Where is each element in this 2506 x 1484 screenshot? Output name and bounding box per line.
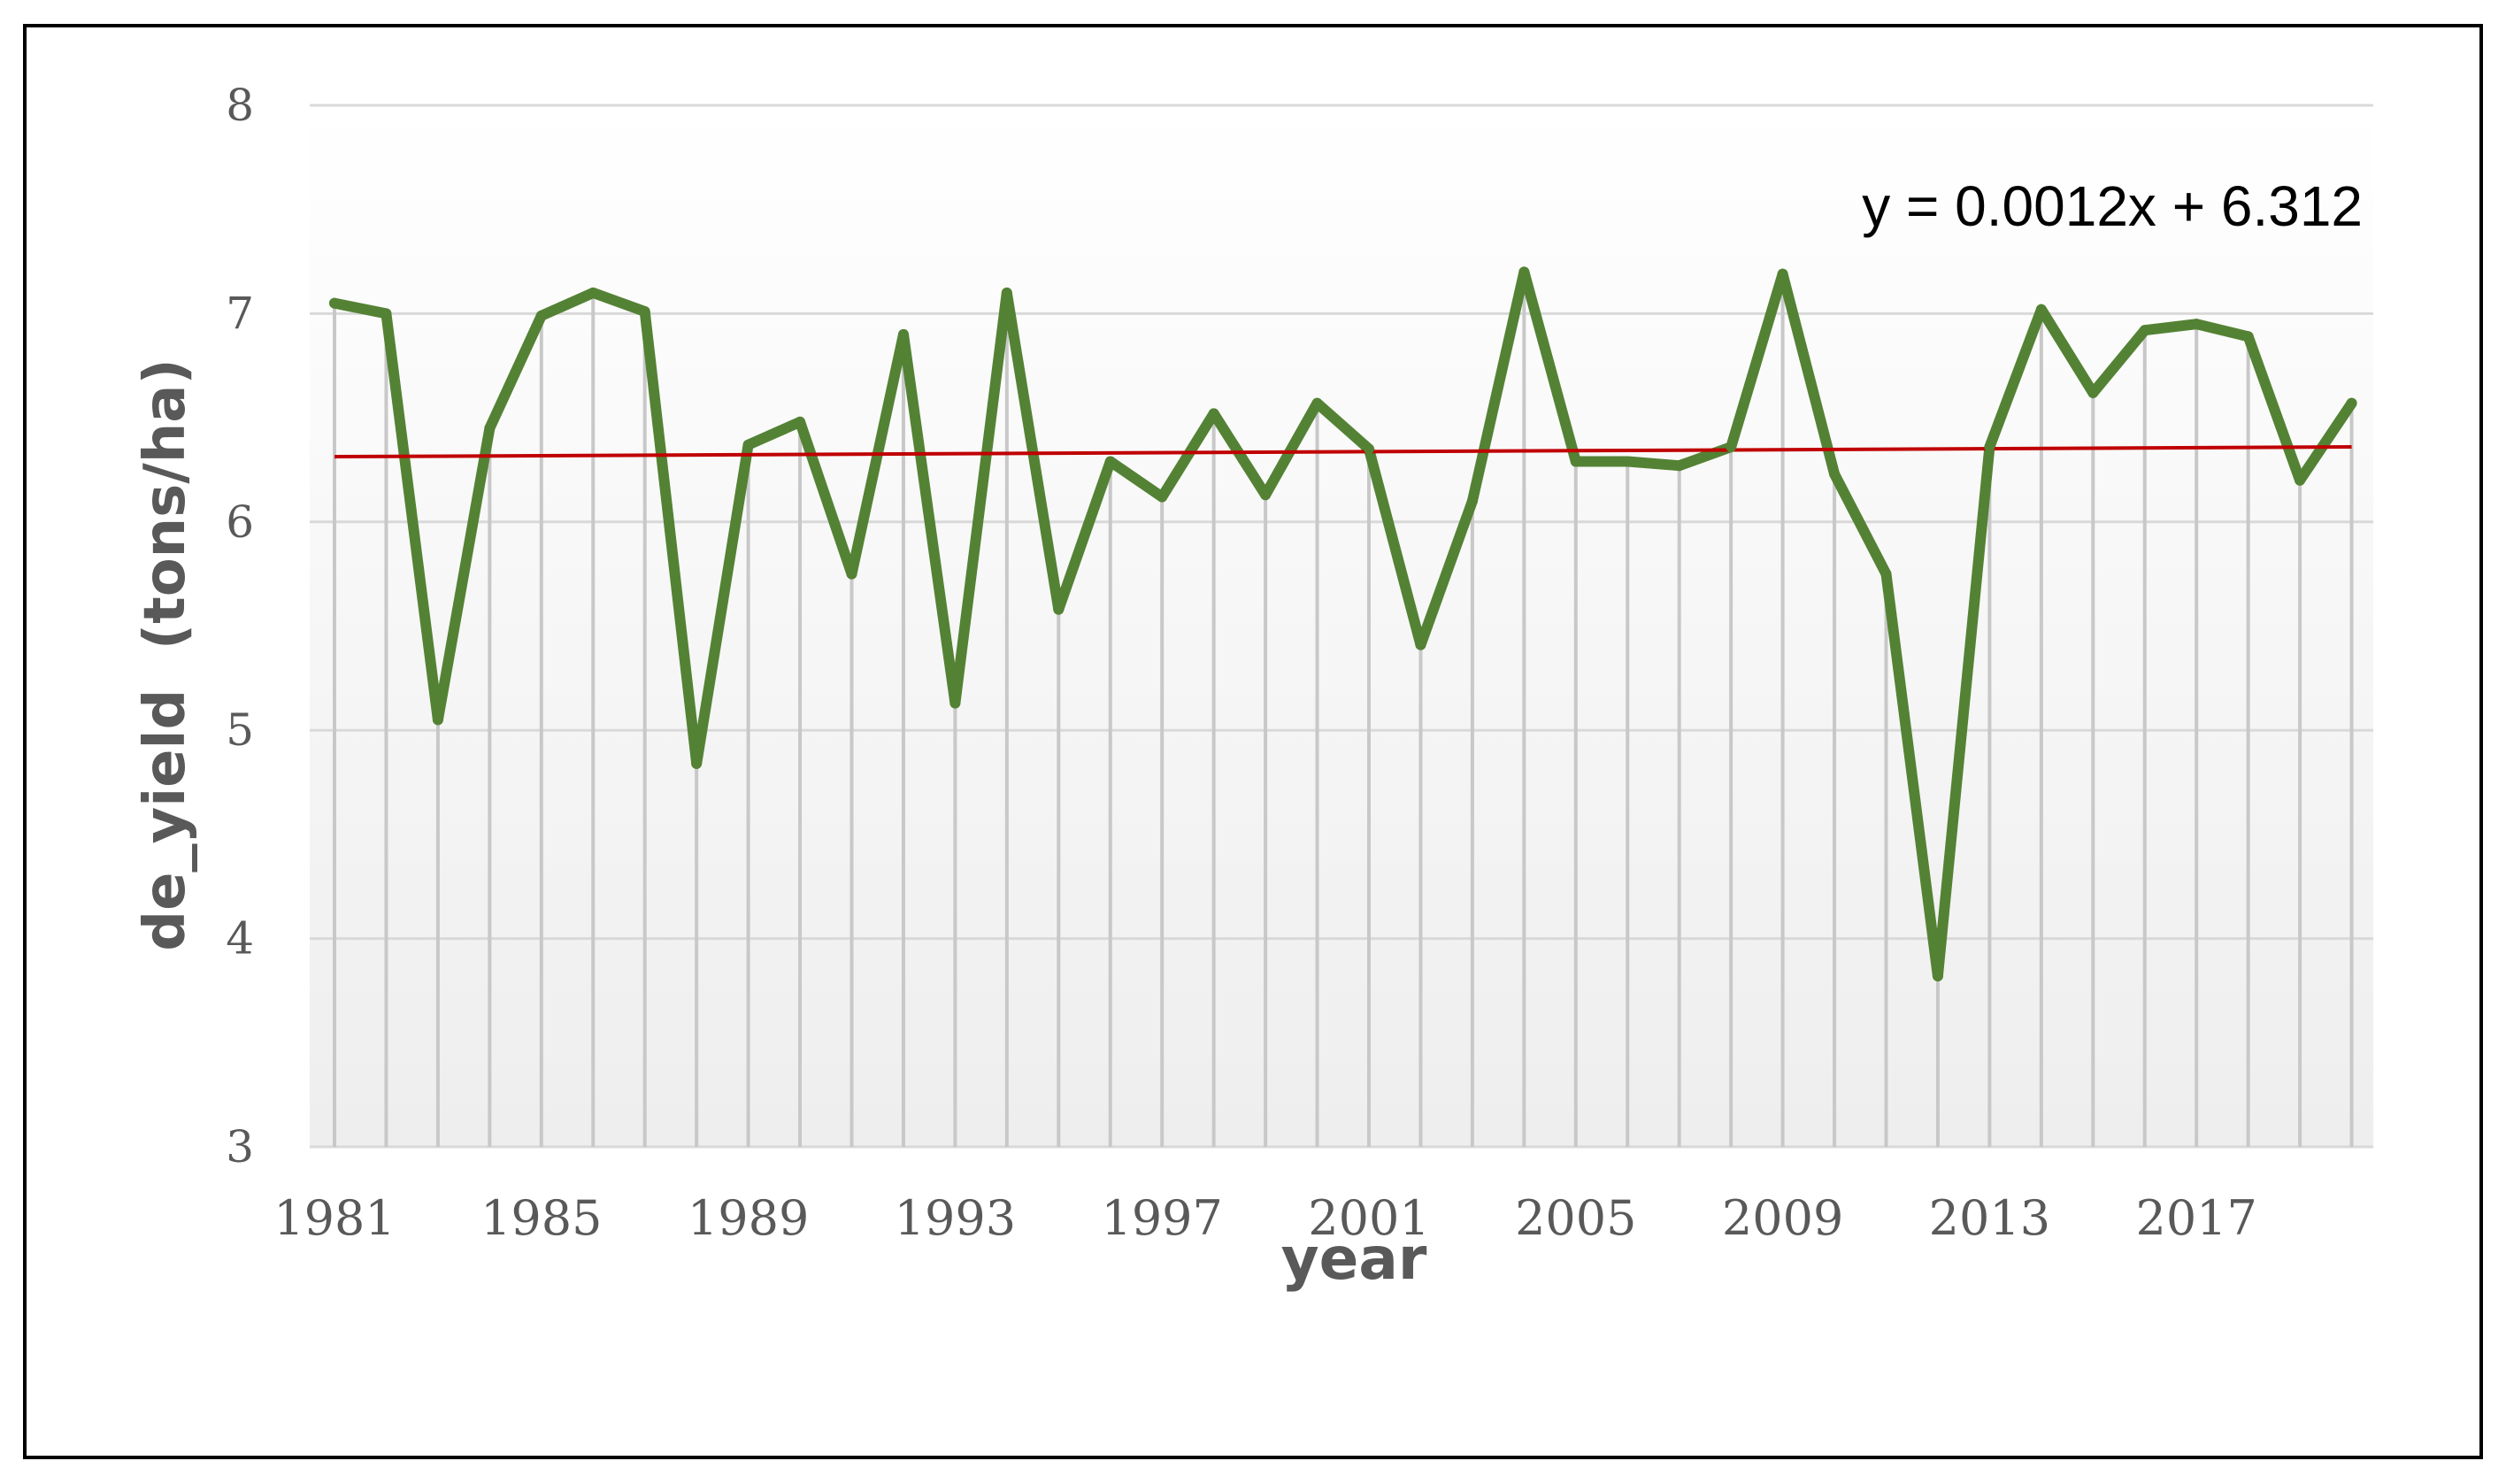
plot-area xyxy=(310,105,2373,1147)
series-line xyxy=(329,266,2357,981)
data-point xyxy=(691,757,703,769)
data-point xyxy=(1984,442,1995,453)
data-point xyxy=(2035,304,2047,315)
y-axis-title: de_yield (tons/ha) xyxy=(133,358,198,950)
x-axis-title: year xyxy=(1281,1225,1427,1293)
data-point xyxy=(1829,468,1841,480)
data-point xyxy=(1104,456,1116,467)
x-tick-label: 1981 xyxy=(273,1190,395,1246)
x-tick-label: 1989 xyxy=(688,1190,809,1246)
x-tick-label: 1993 xyxy=(895,1190,1016,1246)
x-axis-ticks: 1981 1985 1989 1993 1997 2001 2005 2009 2013 2017 xyxy=(273,1190,2257,1246)
x-tick-label: 2013 xyxy=(1929,1190,2050,1246)
data-point xyxy=(432,714,443,726)
data-point xyxy=(1726,442,1737,453)
data-point xyxy=(949,697,961,709)
data-point xyxy=(1157,491,1168,503)
y-tick-label: 6 xyxy=(226,496,254,548)
data-point xyxy=(329,297,340,309)
x-tick-label: 1985 xyxy=(480,1190,602,1246)
data-point xyxy=(381,308,392,319)
trendline xyxy=(334,445,2352,459)
data-point xyxy=(897,328,909,340)
data-point xyxy=(1622,456,1634,467)
data-point xyxy=(1466,496,1478,507)
y-axis-ticks: 3 4 5 6 7 8 xyxy=(226,80,254,1173)
data-point xyxy=(1570,456,1581,467)
data-point xyxy=(2242,331,2254,342)
data-point xyxy=(2191,319,2202,330)
y-tick-label: 7 xyxy=(226,288,254,339)
data-point xyxy=(1208,408,1219,419)
y-tick-label: 4 xyxy=(226,913,254,965)
data-point xyxy=(795,416,806,427)
vertical-gridlines xyxy=(333,272,2354,1147)
series-group xyxy=(329,266,2357,981)
data-point xyxy=(846,568,857,580)
data-point xyxy=(2139,325,2150,336)
data-point xyxy=(2087,387,2099,398)
y-tick-label: 5 xyxy=(226,704,254,756)
data-point xyxy=(639,306,650,318)
data-point xyxy=(2346,397,2357,409)
data-point xyxy=(742,439,754,450)
data-point xyxy=(1415,639,1426,650)
x-tick-label: 2001 xyxy=(1308,1190,1429,1246)
horizontal-gridlines xyxy=(310,104,2373,1149)
data-point xyxy=(1880,568,1892,580)
data-point xyxy=(1673,460,1685,472)
data-point xyxy=(1932,970,1943,981)
data-point xyxy=(1260,489,1272,501)
y-tick-label: 3 xyxy=(226,1121,254,1173)
y-tick-label: 8 xyxy=(226,80,254,131)
data-point xyxy=(1518,266,1530,278)
data-point xyxy=(484,422,496,434)
data-point xyxy=(1001,287,1012,298)
x-tick-label: 2005 xyxy=(1515,1190,1636,1246)
data-point xyxy=(588,287,599,298)
trendline-equation: y = 0.0012x + 6.312 xyxy=(1862,174,2363,238)
data-points xyxy=(329,266,2357,981)
x-tick-label: 2017 xyxy=(2135,1190,2256,1246)
x-tick-label: 2009 xyxy=(1722,1190,1843,1246)
trendline-group xyxy=(334,445,2352,459)
data-point xyxy=(535,310,547,321)
data-point xyxy=(1053,604,1065,615)
data-point xyxy=(1777,268,1788,280)
data-point xyxy=(1364,443,1374,455)
data-point xyxy=(2295,474,2306,486)
data-point xyxy=(1311,397,1323,409)
x-tick-label: 1997 xyxy=(1101,1190,1222,1246)
